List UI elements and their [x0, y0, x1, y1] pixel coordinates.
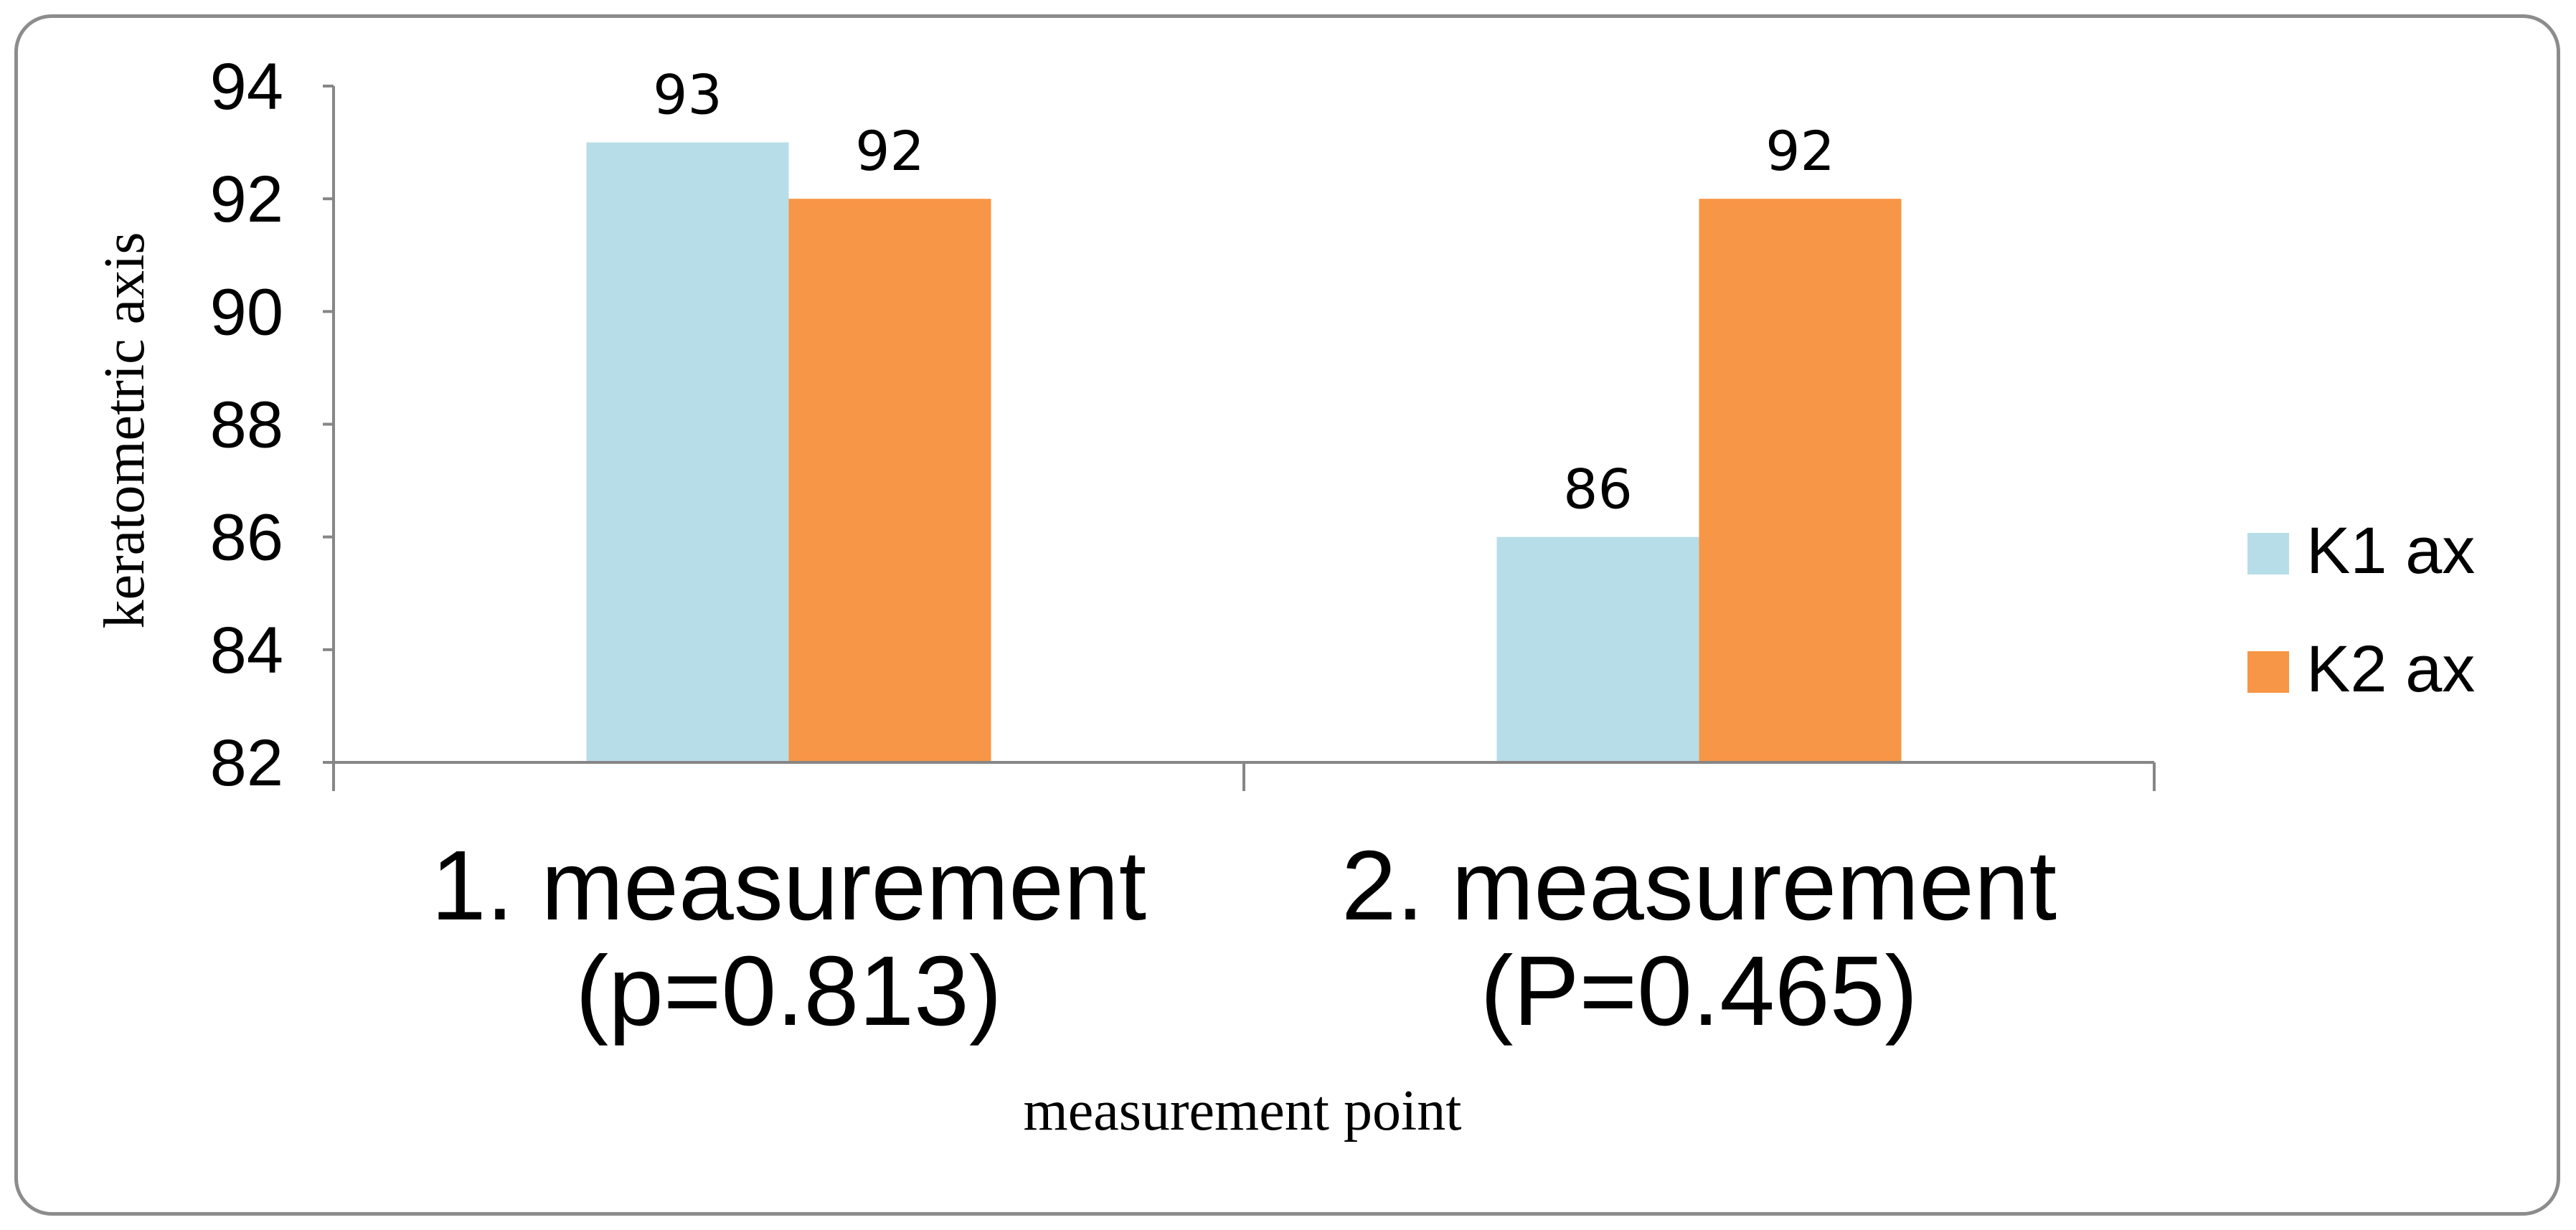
legend-label: K2 ax	[2306, 633, 2475, 706]
data-label: 92	[855, 119, 925, 183]
data-label: 93	[653, 63, 722, 127]
bar-k1-ax	[1496, 536, 1699, 762]
y-tick-label: 86	[210, 501, 283, 574]
y-tick-label: 82	[210, 727, 283, 800]
legend-swatch	[2247, 651, 2289, 693]
y-tick-label: 94	[210, 50, 283, 123]
x-axis-category-labels: 1. measurement(p=0.813) 2. measurement(P=…	[431, 831, 2057, 1046]
data-label: 92	[1765, 119, 1835, 183]
axes	[332, 86, 2156, 791]
x-category-label: 2. measurement	[1341, 831, 2057, 941]
y-tick-label: 88	[210, 389, 283, 462]
bars	[586, 142, 1902, 763]
y-axis-title: keratometric axis	[93, 232, 156, 628]
bar-k1-ax	[586, 142, 789, 763]
data-label: 86	[1563, 458, 1633, 521]
x-axis-title: measurement point	[1024, 1079, 1462, 1143]
chart-frame	[14, 14, 2560, 1216]
legend-swatch	[2247, 533, 2289, 574]
x-category-label: (p=0.813)	[575, 936, 1002, 1046]
y-tick-label: 92	[210, 163, 283, 236]
bar-k2-ax	[788, 199, 991, 763]
legend: K1 ax K2 ax	[2247, 514, 2475, 706]
data-labels: 93 92 86 92	[653, 63, 1835, 521]
bar-k2-ax	[1699, 199, 1902, 763]
y-tick-label: 84	[210, 614, 283, 687]
legend-label: K1 ax	[2306, 514, 2475, 587]
x-category-label: (P=0.465)	[1481, 936, 1918, 1046]
y-axis-ticks: 82 84 86 88 90 92 94	[210, 50, 334, 800]
x-category-label: 1. measurement	[431, 831, 1146, 941]
y-tick-label: 90	[210, 275, 283, 349]
